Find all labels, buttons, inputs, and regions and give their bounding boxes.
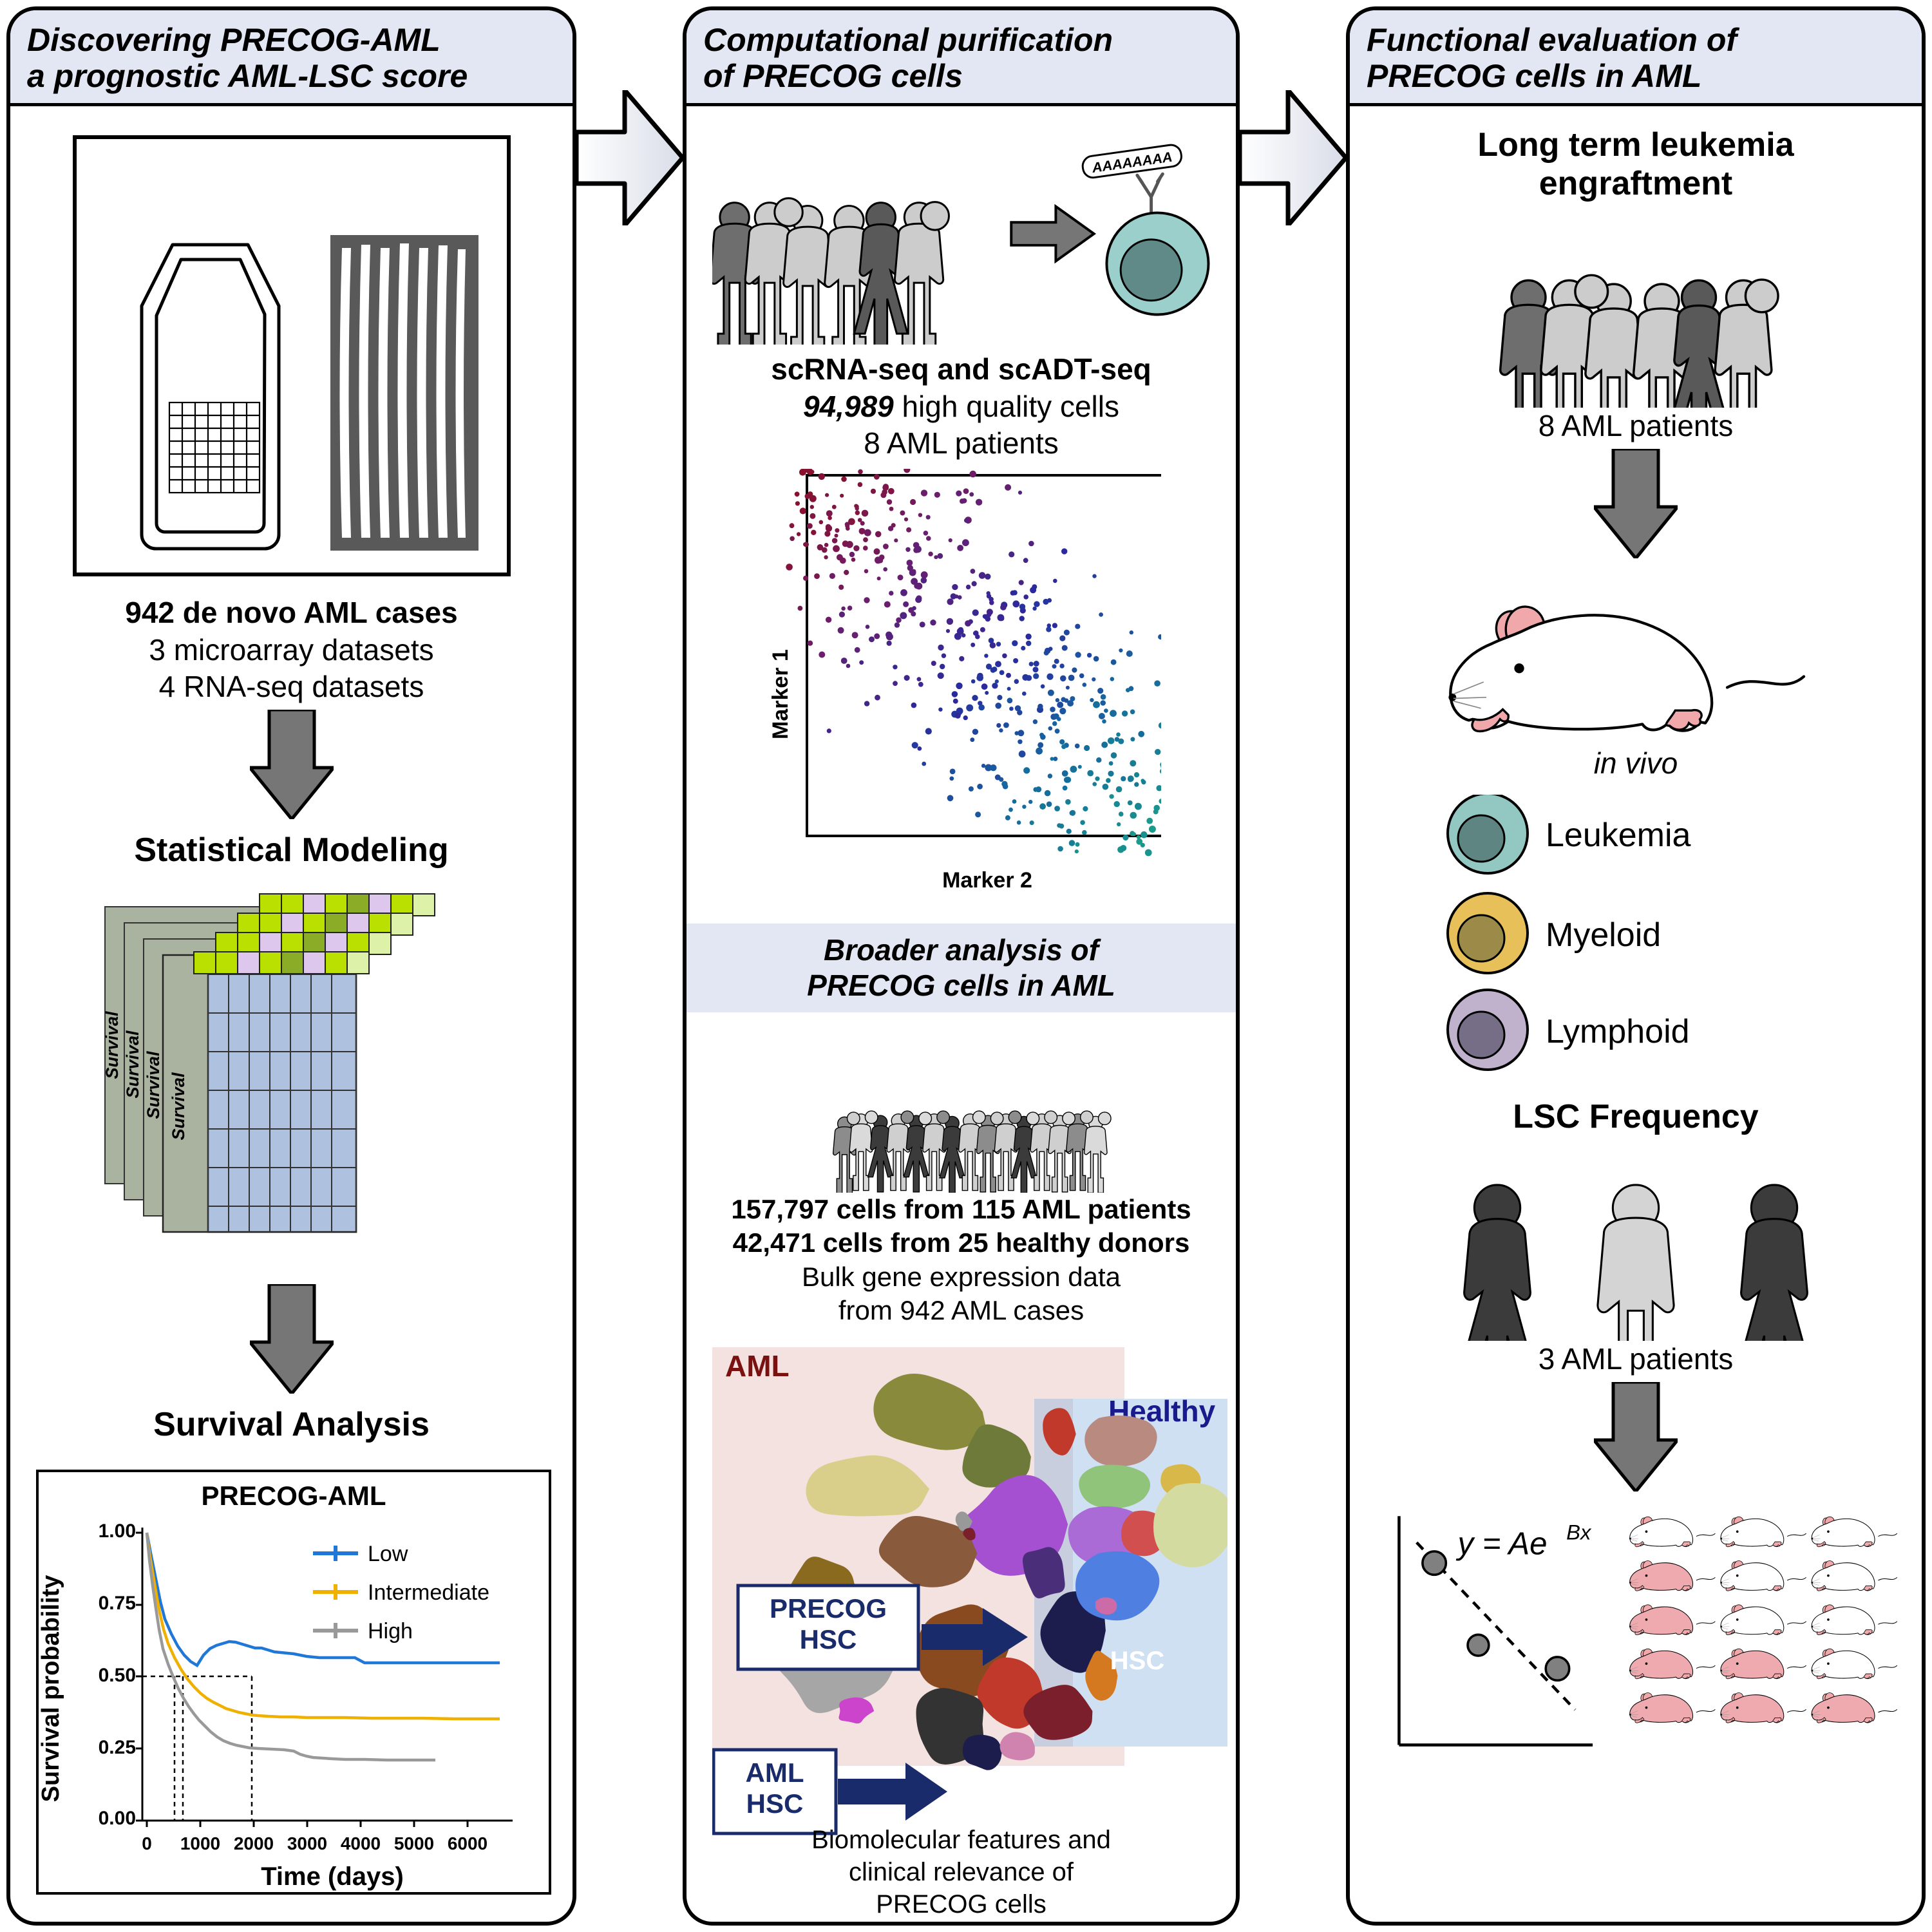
svg-text:1000: 1000	[180, 1833, 220, 1853]
svg-text:High: High	[368, 1619, 413, 1643]
svg-text:HSC: HSC	[800, 1624, 857, 1654]
svg-text:3000: 3000	[287, 1833, 327, 1853]
svg-text:y = Ae: y = Ae	[1456, 1526, 1548, 1561]
svg-text:Survival: Survival	[169, 1072, 188, 1140]
svg-text:PRECOG-AML: PRECOG-AML	[202, 1481, 386, 1511]
svg-text:Time (days): Time (days)	[261, 1862, 404, 1891]
svg-text:0.00: 0.00	[99, 1808, 136, 1829]
svg-text:0: 0	[142, 1833, 152, 1853]
svg-text:Bx: Bx	[1566, 1520, 1592, 1544]
svg-text:Survival probability: Survival probability	[37, 1575, 64, 1802]
svg-text:0.25: 0.25	[99, 1737, 136, 1758]
svg-text:Survival: Survival	[144, 1050, 163, 1119]
svg-text:6000: 6000	[448, 1833, 488, 1853]
svg-text:5000: 5000	[394, 1833, 434, 1853]
svg-text:HSC: HSC	[746, 1788, 804, 1819]
svg-text:0.50: 0.50	[99, 1665, 136, 1686]
svg-text:2000: 2000	[234, 1833, 274, 1853]
svg-text:Marker 2: Marker 2	[942, 868, 1032, 893]
svg-text:1.00: 1.00	[99, 1520, 136, 1542]
svg-text:4000: 4000	[341, 1833, 381, 1853]
svg-text:Survival: Survival	[123, 1030, 142, 1098]
svg-text:0.75: 0.75	[99, 1593, 136, 1614]
svg-text:PRECOG: PRECOG	[770, 1593, 887, 1624]
svg-text:HSC: HSC	[1110, 1647, 1164, 1675]
svg-text:AML: AML	[725, 1349, 790, 1383]
svg-text:Intermediate: Intermediate	[368, 1580, 489, 1605]
svg-text:Low: Low	[368, 1542, 408, 1566]
svg-text:Lymphoid: Lymphoid	[1546, 1013, 1690, 1050]
svg-text:Survival: Survival	[102, 1010, 122, 1079]
svg-text:Marker 1: Marker 1	[768, 649, 793, 739]
svg-text:AML: AML	[746, 1757, 804, 1788]
svg-text:Myeloid: Myeloid	[1546, 916, 1661, 954]
svg-text:Leukemia: Leukemia	[1546, 817, 1691, 854]
